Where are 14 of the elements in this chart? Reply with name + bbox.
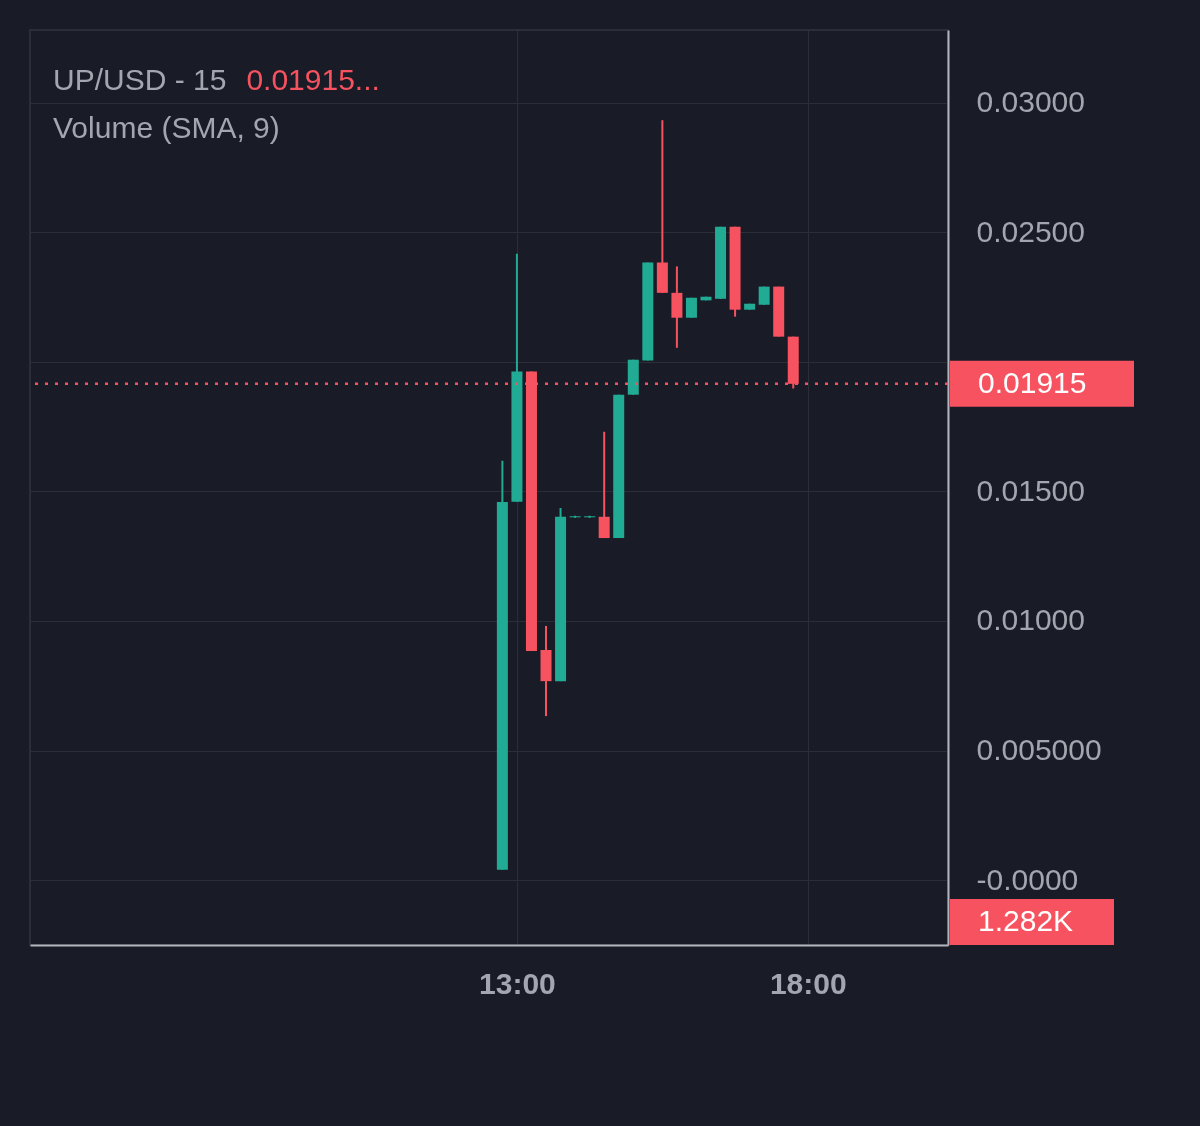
y-tick-label: -0.0000 (976, 862, 1079, 896)
annotation: 0.01915... (246, 63, 380, 96)
y-tick-label: 0.01000 (976, 603, 1085, 637)
annotation: Volume (SMA, 9) (53, 111, 280, 144)
x-tick-label: 13:00 (479, 966, 556, 1000)
text: 1.282K (978, 904, 1074, 937)
x-tick-label: 18:00 (769, 966, 847, 1000)
y-tick-label: 0.02500 (976, 214, 1085, 248)
text: UP/USD - 15 (53, 63, 227, 96)
y-tick-label: 0.01500 (976, 473, 1085, 507)
y-tick-label: 0.005000 (976, 733, 1102, 767)
ref-line-label: 0.01915 (978, 365, 1087, 399)
y-tick-label: 0.03000 (976, 85, 1085, 119)
candlestick (598, 430, 610, 540)
